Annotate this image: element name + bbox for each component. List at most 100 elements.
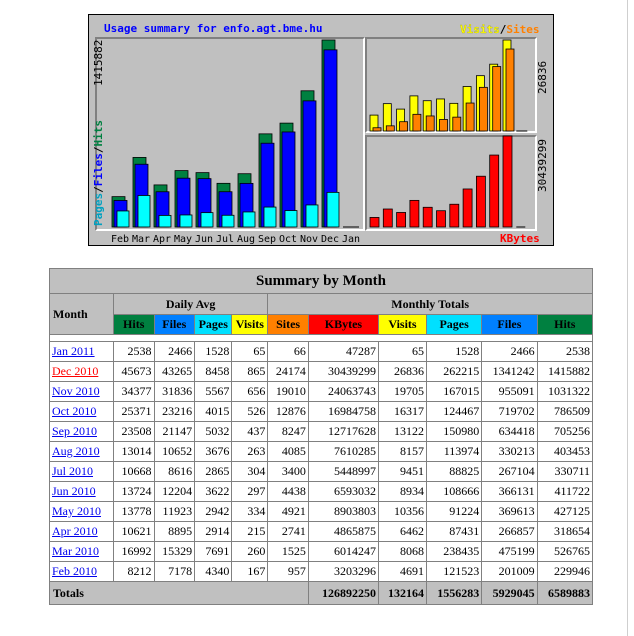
month-link[interactable]: Jun 2010 [52, 484, 96, 498]
pages-bar-may [179, 214, 193, 228]
month-link[interactable]: Aug 2010 [52, 444, 100, 458]
col-header-sites: Sites [267, 314, 309, 335]
month-cell: Mar 2010 [49, 541, 114, 562]
pages-bar-aug [242, 211, 256, 228]
month-cell: Dec 2010 [49, 361, 114, 382]
value-cell: 47287 [307, 341, 379, 362]
value-cell: 262215 [425, 361, 483, 382]
value-cell: 30439299 [307, 361, 379, 382]
total-visits: 132164 [377, 581, 427, 605]
value-cell: 8616 [153, 461, 196, 482]
pages-bar-oct [284, 210, 298, 228]
hits-panel [95, 37, 365, 231]
value-cell: 369613 [481, 501, 538, 522]
month-link[interactable]: Feb 2010 [52, 564, 97, 578]
left-axis-label: Pages/Files/Hits [92, 120, 105, 226]
sites-bar-nov [492, 66, 502, 132]
col-header-pages: Pages [194, 314, 233, 335]
value-cell: 4340 [194, 561, 233, 582]
page-edge-line [627, 0, 628, 636]
month-link[interactable]: Nov 2010 [52, 384, 100, 398]
value-cell: 957 [267, 561, 309, 582]
totals-label: Totals [49, 581, 309, 605]
value-cell: 8934 [377, 481, 427, 502]
right-top-max: 26836 [536, 61, 549, 94]
value-cell: 12876 [267, 401, 309, 422]
value-cell: 238435 [425, 541, 483, 562]
value-cell: 1525 [267, 541, 309, 562]
value-cell: 955091 [481, 381, 538, 402]
value-cell: 8895 [153, 521, 196, 542]
value-cell: 656 [231, 381, 269, 402]
total-hits: 6589883 [536, 581, 594, 605]
value-cell: 26836 [377, 361, 427, 382]
value-cell: 121523 [425, 561, 483, 582]
sites-bar-jun [425, 115, 435, 132]
value-cell: 526 [231, 401, 269, 422]
value-cell: 113974 [425, 441, 483, 462]
month-cell: Jun 2010 [49, 481, 114, 502]
month-link[interactable]: Mar 2010 [52, 544, 99, 558]
value-cell: 1528 [425, 341, 483, 362]
value-cell: 4438 [267, 481, 309, 502]
x-tick-jul: Jul [216, 234, 234, 245]
month-link[interactable]: Sep 2010 [52, 424, 97, 438]
value-cell: 21147 [153, 421, 196, 442]
kbytes-bar-may [409, 199, 420, 228]
x-tick-sep: Sep [258, 234, 276, 245]
value-cell: 124467 [425, 401, 483, 422]
value-cell: 4865875 [307, 521, 379, 542]
col-header-kbytes: KBytes [307, 314, 379, 335]
value-cell: 43265 [153, 361, 196, 382]
value-cell: 167015 [425, 381, 483, 402]
total-files: 5929045 [481, 581, 538, 605]
value-cell: 2865 [194, 461, 233, 482]
value-cell: 2538 [536, 341, 594, 362]
pages-bar-sep [263, 206, 277, 228]
value-cell: 12204 [153, 481, 196, 502]
month-link[interactable]: Jan 2011 [52, 344, 95, 358]
month-link[interactable]: Oct 2010 [52, 404, 97, 418]
value-cell: 87431 [425, 521, 483, 542]
value-cell: 19010 [267, 381, 309, 402]
month-link[interactable]: Apr 2010 [52, 524, 98, 538]
value-cell: 3622 [194, 481, 233, 502]
sites-bar-jul [439, 119, 448, 132]
table-row: Jul 2010 10668 8616 2865 304 3400 5448997 9451 8… [49, 461, 594, 482]
value-cell: 1031322 [536, 381, 594, 402]
month-link[interactable]: Dec 2010 [52, 364, 99, 378]
pages-bar-dec [326, 191, 340, 228]
value-cell: 266857 [481, 521, 538, 542]
pages-bar-feb [116, 210, 130, 228]
value-cell: 10356 [377, 501, 427, 522]
value-cell: 23508 [112, 421, 155, 442]
value-cell: 8212 [112, 561, 155, 582]
value-cell: 260 [231, 541, 269, 562]
value-cell: 403453 [536, 441, 594, 462]
value-cell: 437 [231, 421, 269, 442]
value-cell: 13724 [112, 481, 155, 502]
value-cell: 4921 [267, 501, 309, 522]
value-cell: 34377 [112, 381, 155, 402]
kbytes-panel [365, 135, 537, 231]
value-cell: 12717628 [307, 421, 379, 442]
sites-bar-oct [478, 86, 488, 132]
value-cell: 19705 [377, 381, 427, 402]
table-row: Jan 2011 2538 2466 1528 65 66 47287 65 1528 2466 2… [49, 341, 594, 362]
value-cell: 1528 [194, 341, 233, 362]
sites-bar-apr [399, 121, 409, 132]
value-cell: 304 [231, 461, 269, 482]
pages-bar-nov [305, 204, 319, 228]
value-cell: 2466 [481, 341, 538, 362]
table-title: Summary by Month [49, 268, 593, 294]
value-cell: 705256 [536, 421, 594, 442]
daily-avg-header: Daily Avg [112, 293, 269, 315]
month-link[interactable]: Jul 2010 [52, 464, 94, 478]
col-header-files: Files [481, 314, 538, 335]
month-cell: Aug 2010 [49, 441, 114, 462]
sites-bar-sep [465, 102, 475, 132]
legend-kbytes: KBytes [500, 232, 540, 245]
value-cell: 15329 [153, 541, 196, 562]
value-cell: 13014 [112, 441, 155, 462]
month-link[interactable]: May 2010 [52, 504, 101, 518]
